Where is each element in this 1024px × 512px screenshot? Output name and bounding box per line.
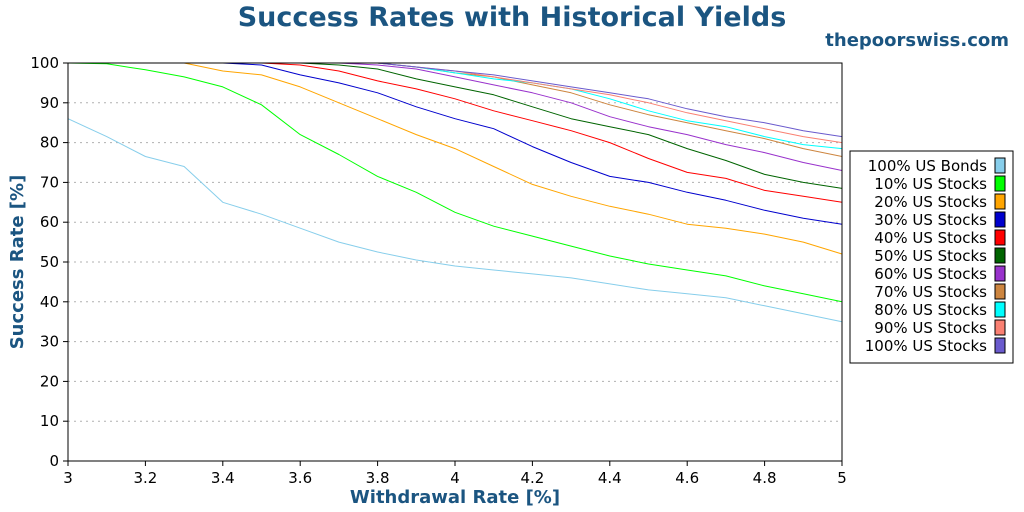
series-line-8 [68, 62, 843, 150]
y-tick-label: 60 [40, 213, 59, 231]
legend-label: 70% US Stocks [874, 283, 987, 301]
y-tick-label: 100 [30, 54, 59, 72]
legend-label: 20% US Stocks [874, 193, 987, 211]
legend-label: 30% US Stocks [874, 211, 987, 229]
legend-label: 100% US Stocks [865, 337, 987, 355]
y-tick-label: 90 [40, 94, 59, 112]
series-line-4 [68, 62, 843, 203]
series-line-5 [68, 62, 843, 189]
x-tick-label: 4.2 [520, 469, 544, 487]
x-tick-label: 3 [63, 469, 73, 487]
y-tick-label: 50 [40, 253, 59, 271]
legend-label: 10% US Stocks [874, 175, 987, 193]
x-tick-label: 3.8 [366, 469, 390, 487]
series-lines [67, 62, 843, 323]
legend-label: 100% US Bonds [868, 157, 987, 175]
x-tick-label: 4.4 [598, 469, 622, 487]
x-tick-label: 4.8 [753, 469, 777, 487]
legend-swatch [994, 301, 1006, 318]
plot-frame [67, 62, 843, 462]
gridlines [68, 102, 842, 422]
legend-label: 90% US Stocks [874, 319, 987, 337]
y-tick-label: 30 [40, 333, 59, 351]
y-tick-label: 70 [40, 173, 59, 191]
y-tick-label: 20 [40, 372, 59, 390]
brand-watermark: thepoorswiss.com [825, 30, 1009, 51]
legend-swatch [994, 247, 1006, 264]
y-tick-label: 40 [40, 293, 59, 311]
legend-swatch [994, 337, 1006, 354]
y-axis-ticks: 0 10 20 30 40 50 60 70 80 90 100 [30, 54, 68, 470]
x-tick-label: 3.6 [288, 469, 312, 487]
series-line-10 [68, 62, 843, 138]
legend-swatch [994, 211, 1006, 228]
x-tick-label: 3.2 [133, 469, 157, 487]
legend-swatch [994, 283, 1006, 300]
legend-swatch [994, 265, 1006, 282]
legend-swatch [994, 319, 1006, 336]
y-tick-label: 10 [40, 412, 59, 430]
y-axis-label: Success Rate [%] [7, 175, 28, 350]
chart-title: Success Rates with Historical Yields [238, 2, 787, 33]
legend-label: 50% US Stocks [874, 247, 987, 265]
x-tick-label: 4.6 [675, 469, 699, 487]
y-tick-label: 0 [49, 452, 59, 470]
x-axis-label: Withdrawal Rate [%] [350, 487, 560, 508]
legend-swatch [994, 175, 1006, 192]
x-axis-ticks: 3 3.2 3.4 3.6 3.8 4 4.2 4.4 4.6 4.8 5 [63, 461, 847, 487]
y-tick-label: 80 [40, 134, 59, 152]
legend-label: 80% US Stocks [874, 301, 987, 319]
x-tick-label: 3.4 [211, 469, 235, 487]
series-line-1 [67, 62, 843, 303]
series-line-0 [67, 118, 843, 323]
x-tick-label: 5 [837, 469, 847, 487]
x-tick-label: 4 [450, 469, 460, 487]
legend-label: 40% US Stocks [874, 229, 987, 247]
legend-swatch [994, 229, 1006, 246]
series-line-2 [68, 62, 843, 255]
legend-swatch [994, 157, 1006, 174]
legend-label: 60% US Stocks [874, 265, 987, 283]
legend-swatch [994, 193, 1006, 210]
legend-box [849, 150, 1014, 364]
